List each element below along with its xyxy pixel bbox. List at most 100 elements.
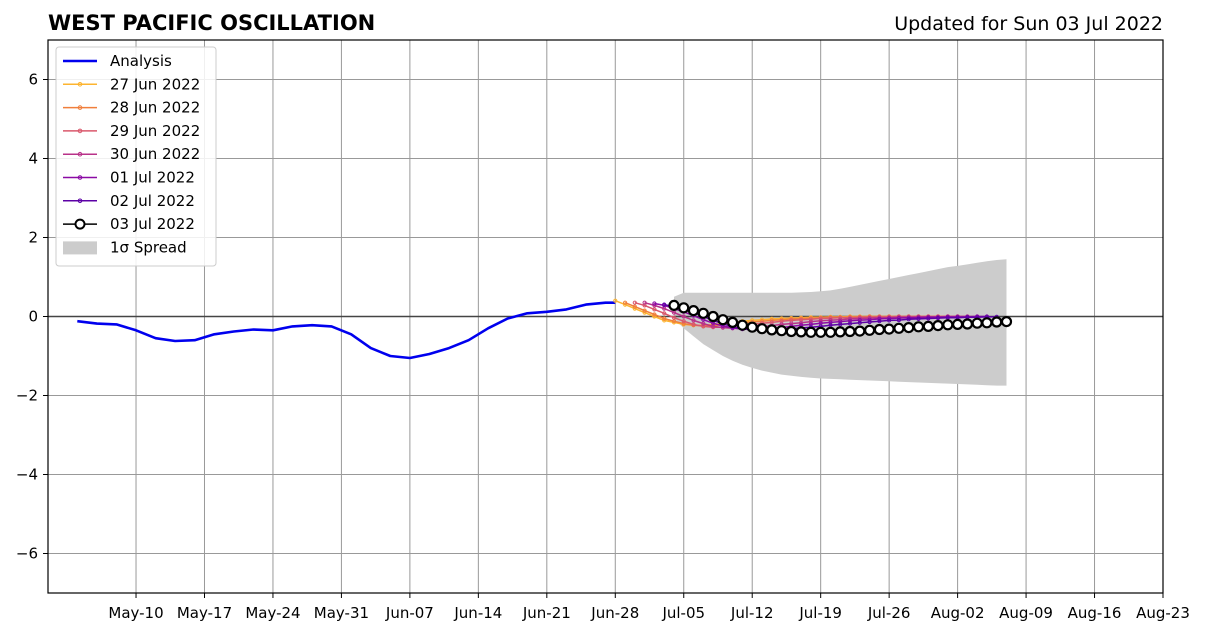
forecast-marker — [951, 318, 964, 330]
chart-subtitle: Updated for Sun 03 Jul 2022 — [894, 13, 1163, 35]
x-tick-label: Jul-19 — [798, 604, 842, 622]
x-tick-label: Aug-16 — [1068, 604, 1122, 622]
forecast-marker — [681, 321, 686, 326]
forecast-marker — [623, 300, 628, 305]
forecast-marker — [815, 326, 827, 338]
x-tick-label: Jul-05 — [661, 604, 705, 622]
legend-swatch-marker — [74, 218, 86, 230]
forecast-marker — [662, 311, 667, 316]
forecast-marker — [707, 310, 719, 323]
forecast-marker — [642, 300, 647, 305]
forecast-marker — [961, 318, 974, 330]
forecast-marker — [681, 314, 686, 319]
forecast-marker — [926, 316, 931, 321]
forecast-marker — [652, 301, 657, 306]
forecast-marker — [903, 322, 915, 334]
y-tick-label: 0 — [28, 308, 38, 326]
forecast-marker — [642, 303, 647, 308]
forecast-marker — [854, 325, 866, 337]
y-tick-label: 4 — [28, 150, 38, 168]
forecast-marker — [844, 325, 856, 338]
plot-area: May-10 May-17 May-24 May-31 Jun-07 Jun-14 Jun-… — [16, 39, 1190, 622]
legend-swatch-marker — [77, 175, 83, 180]
forecast-marker — [687, 305, 700, 317]
forecast-marker — [662, 316, 667, 321]
legend-label: 03 Jul 2022 — [110, 215, 195, 233]
forecast-marker — [746, 321, 758, 333]
forecast-marker — [652, 307, 657, 312]
forecast-marker — [863, 324, 876, 336]
legend-label: 30 Jun 2022 — [110, 145, 200, 163]
forecast-marker — [834, 326, 846, 338]
forecast-marker — [912, 321, 925, 333]
forecast-marker — [662, 302, 667, 307]
legend-label: 27 Jun 2022 — [110, 75, 200, 93]
x-tick-label: Aug-23 — [1136, 604, 1190, 622]
legend-box — [55, 46, 217, 267]
legend-swatch-marker — [77, 151, 83, 157]
x-tick-label: Jun-07 — [385, 604, 434, 622]
forecast-marker — [916, 316, 921, 321]
analysis-line — [77, 301, 616, 360]
forecast-marker — [971, 317, 983, 329]
x-tick-label: May-24 — [245, 604, 300, 622]
x-tick-label: Aug-09 — [999, 604, 1053, 622]
forecast-marker — [632, 304, 637, 309]
legend-swatch-marker — [77, 128, 83, 134]
forecast-marker — [678, 302, 690, 314]
forecast-marker — [1000, 316, 1013, 328]
forecast-marker — [818, 318, 823, 323]
forecast-marker — [775, 325, 788, 337]
legend-label: 02 Jul 2022 — [110, 192, 195, 210]
x-tick-label: Jul-26 — [867, 604, 911, 622]
y-tick-label: −4 — [16, 466, 38, 484]
y-tick-label: −2 — [16, 387, 38, 405]
legend-swatch-spread — [63, 241, 97, 255]
x-tick-label: Jun-28 — [590, 604, 639, 622]
forecast-marker — [766, 324, 778, 336]
legend: Analysis 27 Jun 2022 28 Jun 2022 29 Jun 202… — [55, 46, 217, 267]
y-tick-label: 6 — [28, 71, 38, 89]
forecast-marker — [756, 323, 768, 335]
legend-swatch-marker — [77, 82, 83, 87]
forecast-marker — [867, 319, 872, 325]
forecast-marker — [642, 308, 647, 313]
x-tick-label: May-17 — [177, 604, 232, 622]
forecast-marker — [932, 320, 944, 332]
forecast-marker — [935, 316, 941, 321]
x-tick-label: Jun-21 — [522, 604, 571, 622]
forecast-marker — [795, 326, 807, 338]
forecast-marker — [785, 325, 797, 338]
forecast-marker — [896, 318, 902, 323]
y-tick-label: −6 — [16, 545, 38, 563]
forecast-marker — [877, 319, 882, 324]
forecast-marker — [632, 300, 637, 305]
legend-label: 29 Jun 2022 — [110, 122, 200, 140]
legend-swatch-marker — [77, 105, 83, 110]
forecast-marker — [883, 323, 895, 335]
forecast-marker — [697, 307, 709, 319]
forecast-marker — [726, 316, 739, 328]
forecast-marker — [652, 312, 657, 317]
forecast-marker — [838, 322, 843, 327]
legend-swatch-marker — [77, 198, 83, 204]
x-tick-label: May-10 — [108, 604, 163, 622]
forecast-marker — [691, 322, 696, 327]
forecast-marker — [887, 318, 892, 323]
forecast-marker — [671, 315, 677, 320]
forecast-marker — [799, 320, 804, 325]
forecast-marker — [736, 319, 749, 331]
forecast-marker — [893, 322, 905, 334]
legend-label: 28 Jun 2022 — [110, 99, 200, 117]
legend-label: 1σ Spread — [110, 238, 187, 256]
y-tick-label: 2 — [28, 229, 38, 247]
chart-title: WEST PACIFIC OSCILLATION — [48, 11, 375, 35]
x-tick-label: May-31 — [314, 604, 369, 622]
forecast-marker — [847, 321, 853, 326]
forecast-marker — [701, 321, 706, 326]
forecast-marker — [671, 310, 677, 315]
forecast-marker — [717, 314, 729, 326]
legend-label: Analysis — [110, 52, 172, 70]
forecast-marker — [906, 317, 911, 322]
